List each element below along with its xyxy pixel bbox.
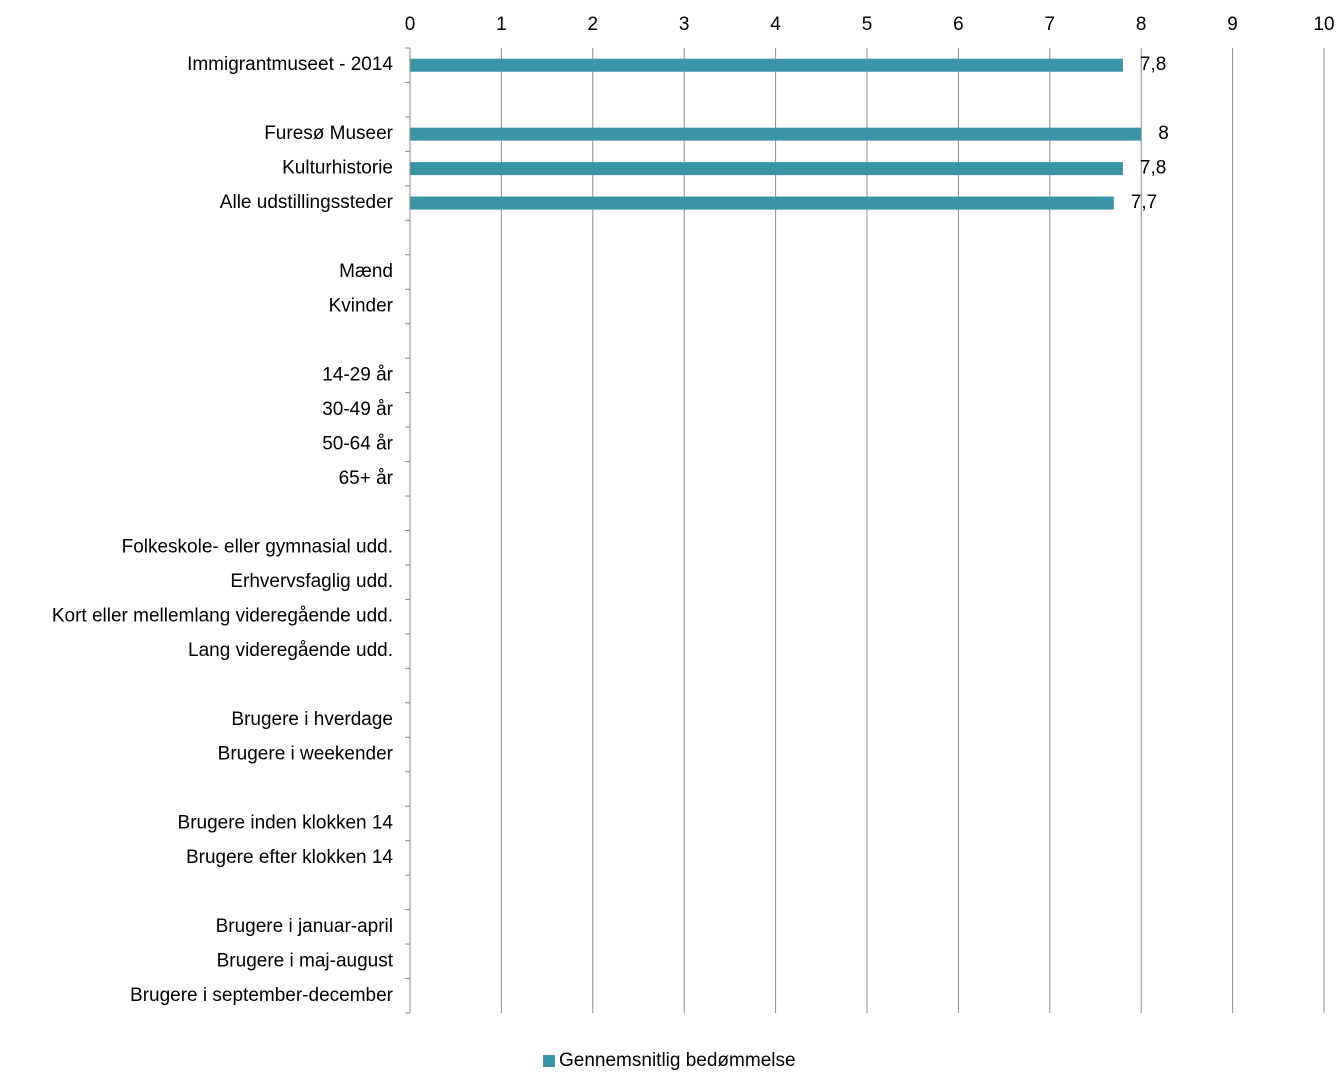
- category-label: Folkeskole- eller gymnasial udd.: [122, 537, 393, 558]
- bars: [410, 58, 1142, 210]
- x-tick-label: 7: [1045, 14, 1056, 35]
- gridlines: [500, 48, 1325, 1013]
- category-label: Lang videregående udd.: [188, 640, 393, 661]
- y-axis-ticks: [405, 47, 410, 1014]
- category-label: Erhvervsfaglig udd.: [230, 571, 393, 592]
- bar: [410, 58, 1123, 72]
- category-label: 50-64 år: [322, 433, 393, 454]
- category-label: Brugere i januar-april: [216, 916, 393, 937]
- x-tick-label: 2: [588, 14, 599, 35]
- x-tick-label: 1: [496, 14, 507, 35]
- category-label: Brugere i hverdage: [231, 709, 393, 730]
- bar: [410, 196, 1114, 210]
- x-tick-label: 6: [953, 14, 964, 35]
- category-label: 65+ år: [339, 468, 394, 489]
- category-labels: Immigrantmuseet - 2014 Furesø Museer Kultu…: [52, 54, 394, 1006]
- category-label: Brugere i september-december: [130, 985, 394, 1006]
- legend-swatch: [543, 1055, 555, 1067]
- category-label: Brugere i maj-august: [217, 950, 394, 971]
- category-label: Immigrantmuseet - 2014: [187, 54, 393, 75]
- data-labels: 7,8 8 7,8 7,7: [1131, 54, 1169, 213]
- x-tick-label: 0: [405, 14, 416, 35]
- legend: Gennemsnitlig bedømmelse: [543, 1050, 796, 1072]
- category-label: Brugere efter klokken 14: [186, 847, 393, 868]
- legend-label: Gennemsnitlig bedømmelse: [559, 1050, 796, 1071]
- category-label: Furesø Museer: [264, 123, 393, 144]
- category-label: Brugere i weekender: [218, 744, 394, 765]
- x-tick-label: 4: [770, 14, 781, 35]
- category-label: Kort eller mellemlang videregående udd.: [52, 606, 393, 627]
- x-tick-label: 8: [1136, 14, 1147, 35]
- x-tick-labels: 0 1 2 3 4 5 6 7 8 9 10: [405, 14, 1335, 35]
- x-tick-label: 5: [862, 14, 873, 35]
- x-tick-label: 9: [1227, 14, 1238, 35]
- data-label: 8: [1158, 123, 1169, 144]
- category-label: 30-49 år: [322, 399, 393, 420]
- x-tick-label: 10: [1313, 14, 1334, 35]
- category-label: Mænd: [339, 261, 393, 282]
- category-label: Kvinder: [329, 295, 394, 316]
- data-label: 7,8: [1140, 158, 1166, 179]
- data-label: 7,7: [1131, 192, 1157, 213]
- bar: [410, 127, 1142, 141]
- category-label: Kulturhistorie: [282, 158, 393, 179]
- category-label: 14-29 år: [322, 364, 393, 385]
- category-label: Brugere inden klokken 14: [178, 812, 394, 833]
- data-label: 7,8: [1140, 54, 1166, 75]
- x-tick-label: 3: [679, 14, 690, 35]
- bar: [410, 162, 1123, 176]
- category-label: Alle udstillingssteder: [220, 192, 394, 213]
